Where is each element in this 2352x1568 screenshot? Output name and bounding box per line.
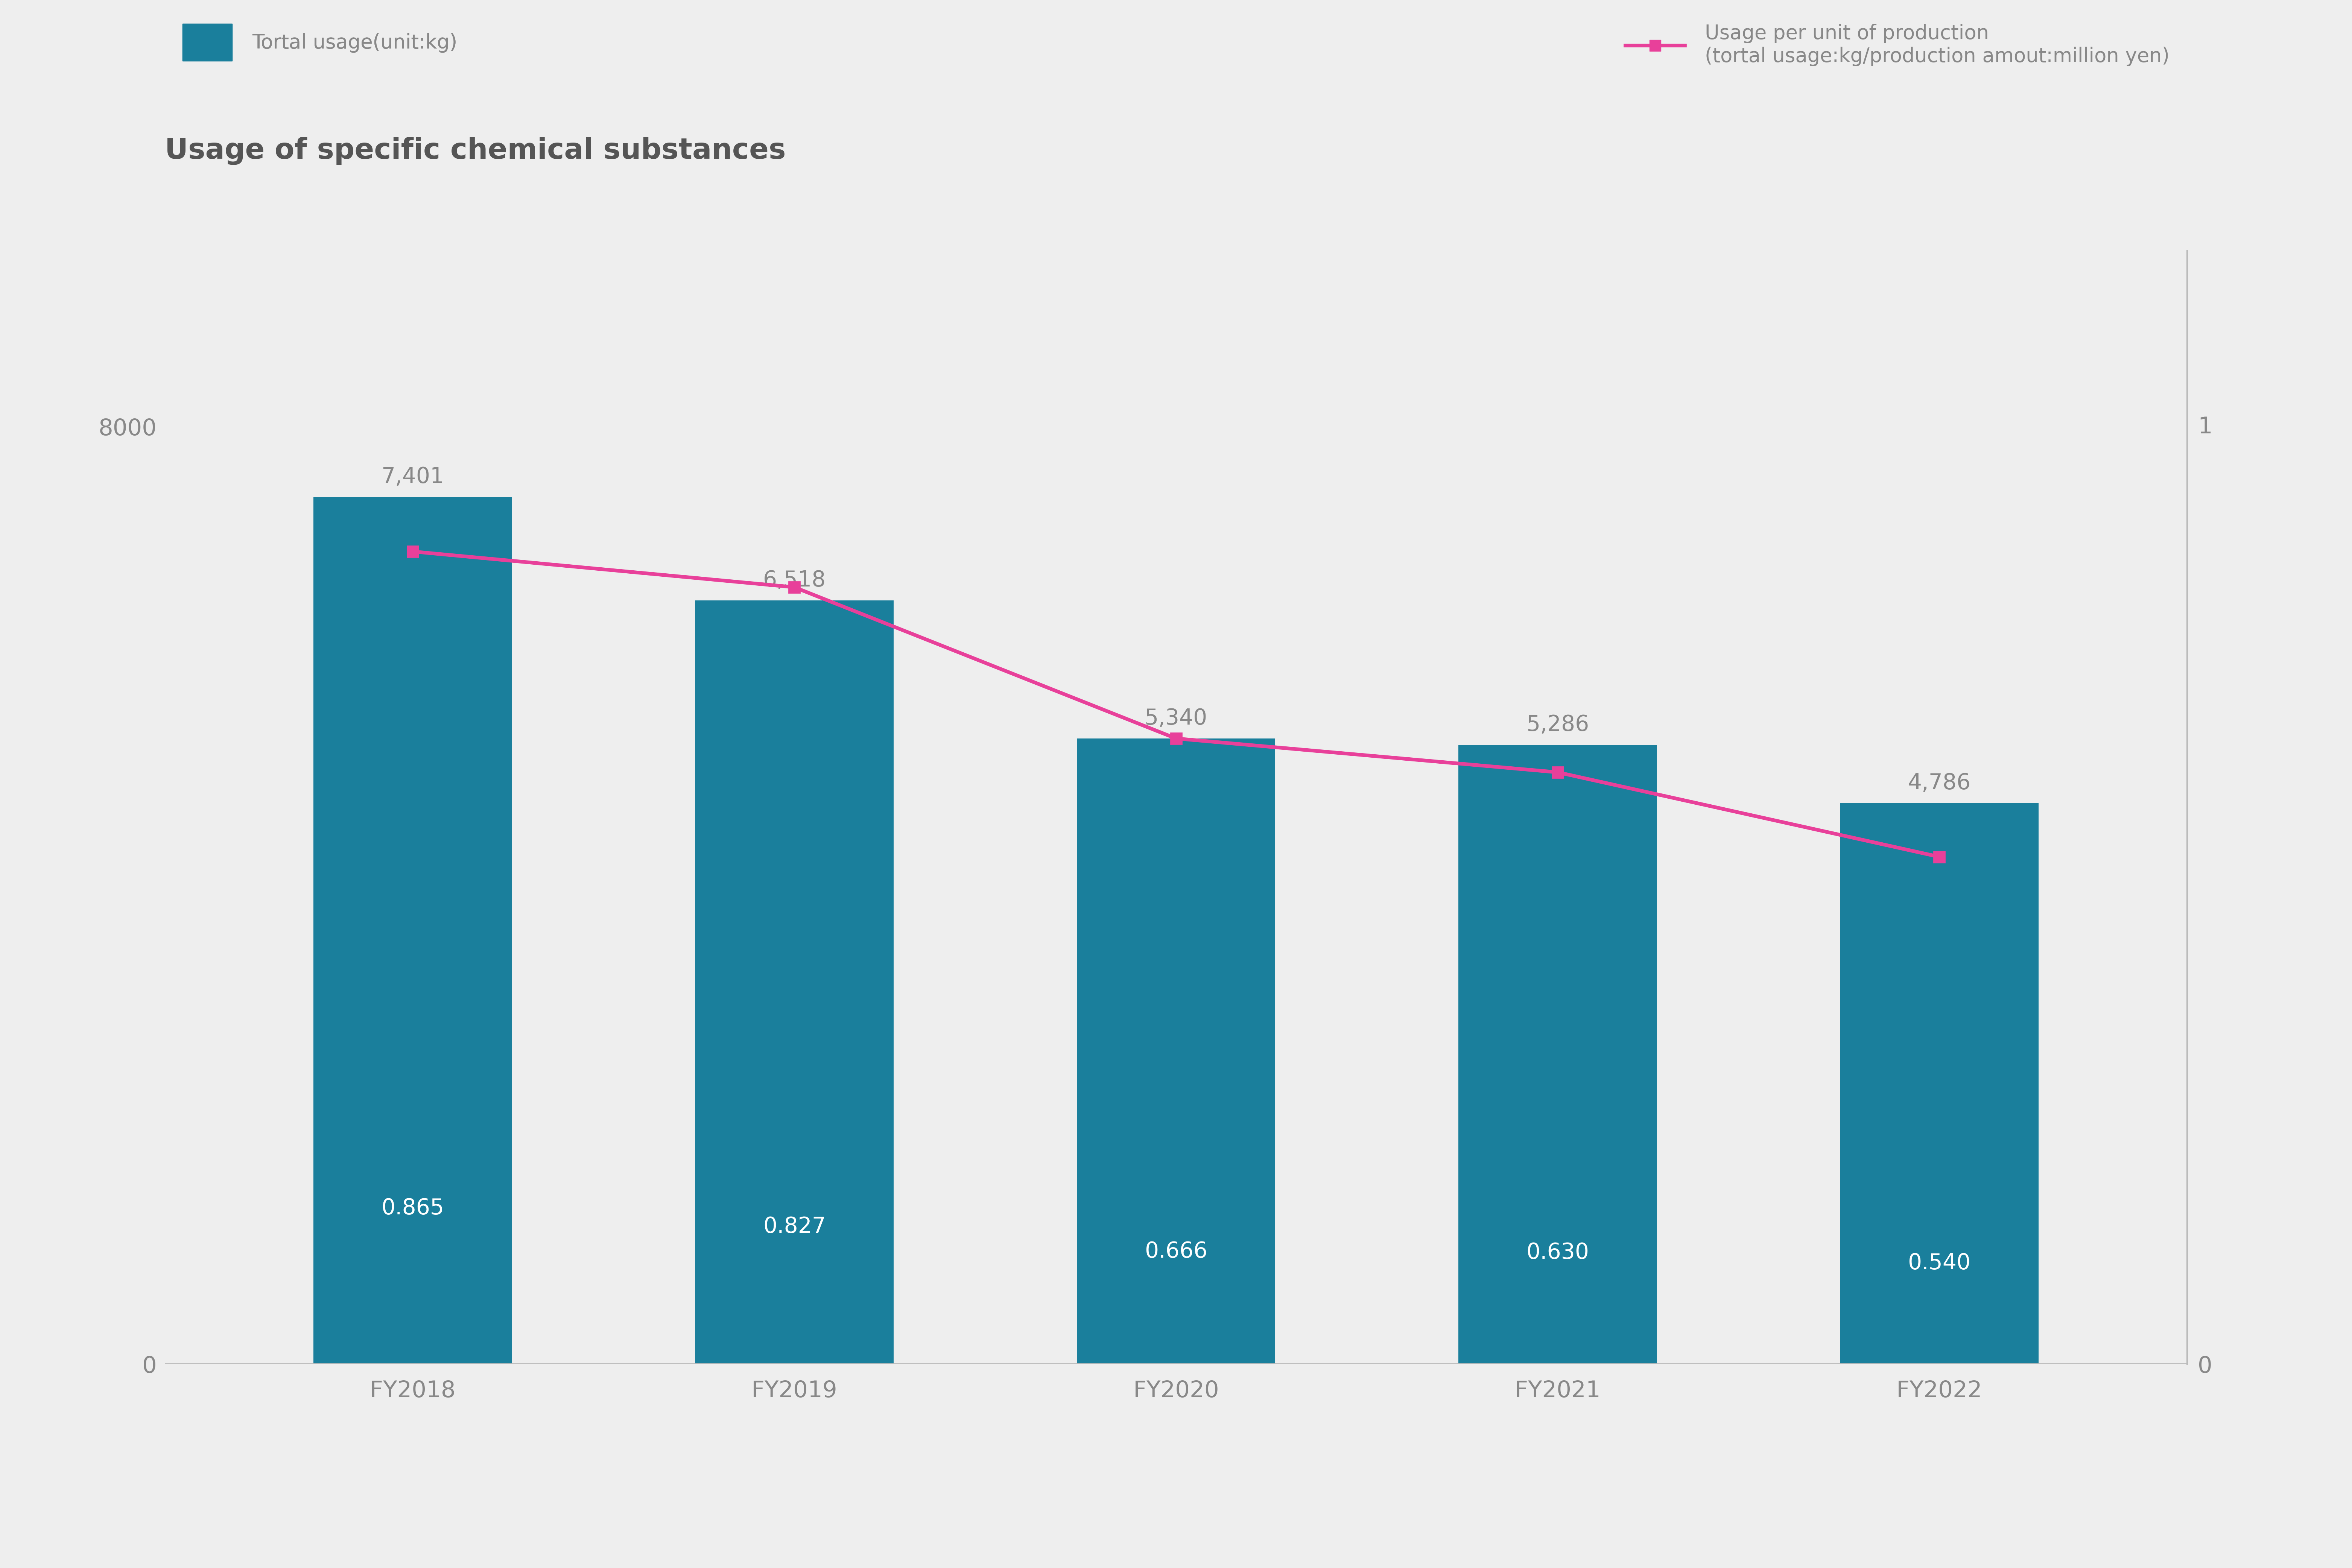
Text: 0.666: 0.666 — [1145, 1240, 1207, 1262]
Bar — [1839, 803, 2039, 1364]
Legend: Usage per unit of production
(tortal usage:kg/production amout:million yen): Usage per unit of production (tortal usa… — [1618, 16, 2178, 74]
Text: 5,340: 5,340 — [1145, 707, 1207, 729]
Text: 0.540: 0.540 — [1907, 1253, 1971, 1273]
Bar — [696, 601, 894, 1364]
Text: 0.865: 0.865 — [381, 1198, 445, 1218]
Text: 7,401: 7,401 — [381, 466, 445, 488]
Text: 0.827: 0.827 — [762, 1215, 826, 1237]
Text: 0.630: 0.630 — [1526, 1242, 1590, 1264]
Text: 5,286: 5,286 — [1526, 713, 1590, 735]
Legend: Tortal usage(unit:kg): Tortal usage(unit:kg) — [174, 16, 466, 69]
Text: 6,518: 6,518 — [762, 569, 826, 591]
Bar — [1077, 739, 1275, 1364]
Text: Usage of specific chemical substances: Usage of specific chemical substances — [165, 136, 786, 165]
Bar — [1458, 745, 1656, 1364]
Text: 4,786: 4,786 — [1907, 773, 1971, 793]
Bar — [313, 497, 513, 1364]
